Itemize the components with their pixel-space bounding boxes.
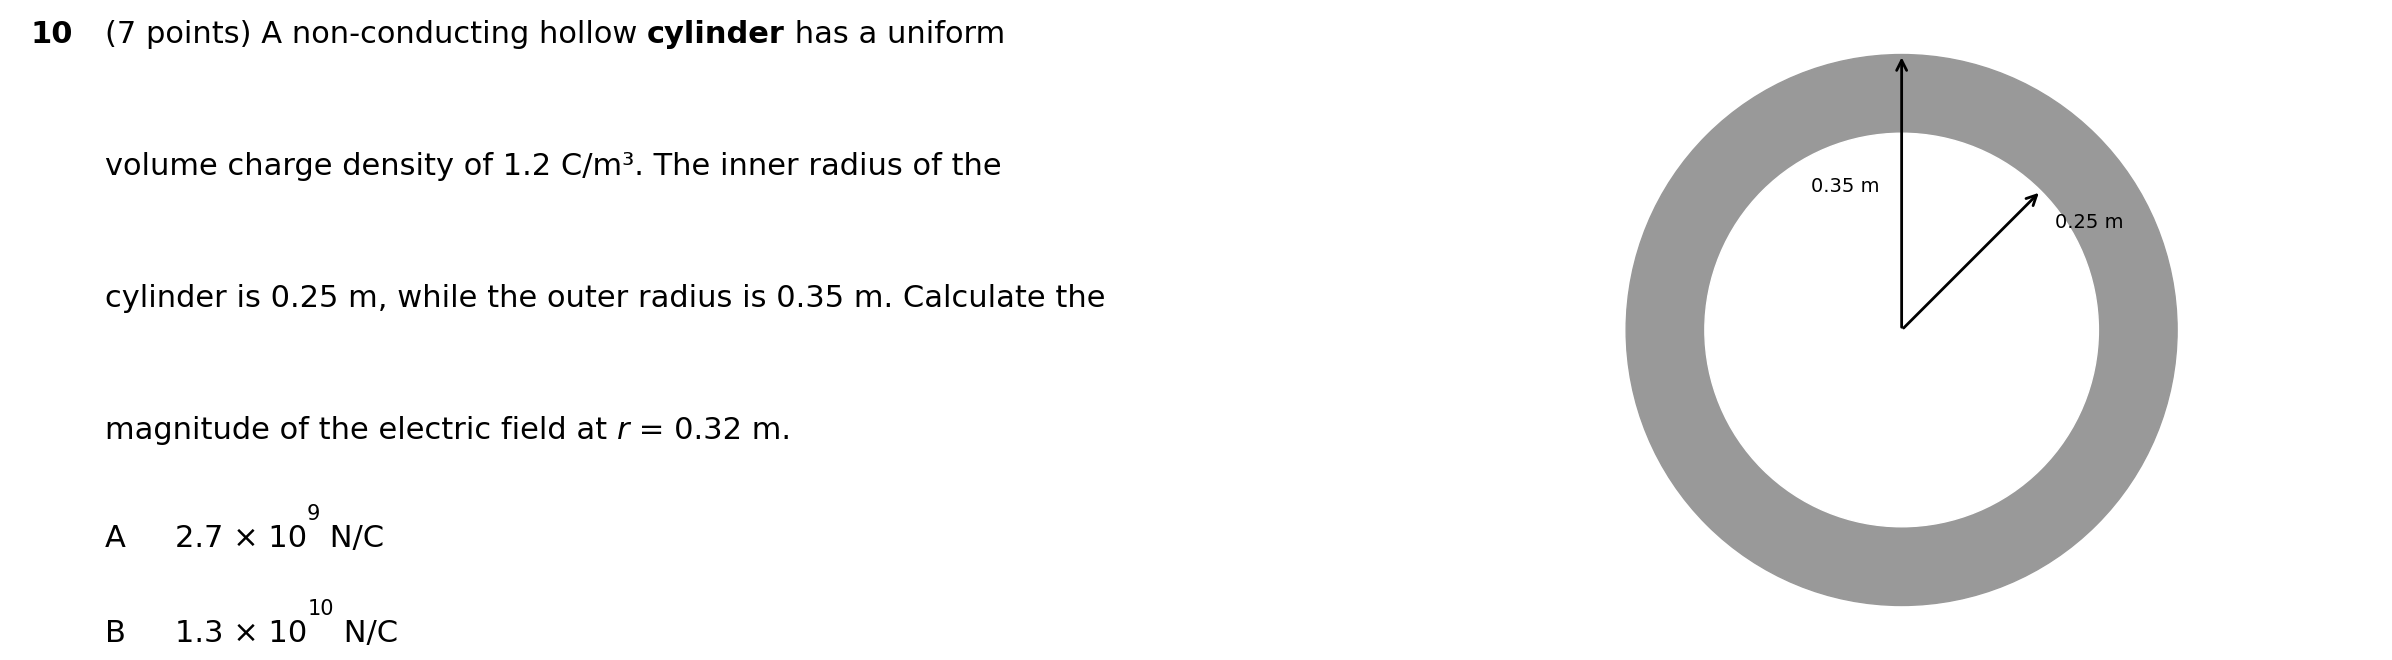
Text: 2.7 × 10: 2.7 × 10: [175, 524, 306, 553]
Text: N/C: N/C: [321, 524, 385, 553]
Text: 0.35 m: 0.35 m: [1811, 178, 1880, 196]
Text: r: r: [617, 416, 629, 445]
Text: 0.25 m: 0.25 m: [2055, 213, 2124, 232]
Text: has a uniform: has a uniform: [785, 20, 1005, 49]
Text: cylinder is 0.25 m, while the outer radius is 0.35 m. Calculate the: cylinder is 0.25 m, while the outer radi…: [105, 284, 1105, 313]
Text: B: B: [105, 619, 127, 648]
Text: = 0.32 m.: = 0.32 m.: [629, 416, 792, 445]
Circle shape: [1627, 55, 2177, 605]
Text: 10: 10: [306, 599, 335, 619]
Text: A: A: [105, 524, 127, 553]
Text: N/C: N/C: [335, 619, 397, 648]
Text: (7 points) A non-conducting hollow: (7 points) A non-conducting hollow: [105, 20, 648, 49]
Circle shape: [1705, 133, 2098, 527]
Text: 1.3 × 10: 1.3 × 10: [175, 619, 306, 648]
Text: volume charge density of 1.2 C/m³. The inner radius of the: volume charge density of 1.2 C/m³. The i…: [105, 152, 1002, 181]
Text: magnitude of the electric field at: magnitude of the electric field at: [105, 416, 617, 445]
Text: 9: 9: [306, 504, 321, 524]
Text: 10: 10: [31, 20, 72, 49]
Text: cylinder: cylinder: [648, 20, 785, 49]
